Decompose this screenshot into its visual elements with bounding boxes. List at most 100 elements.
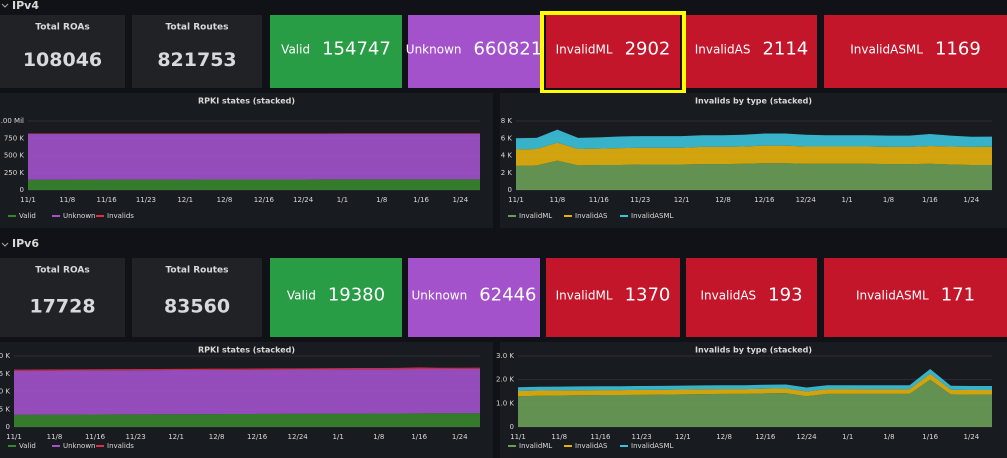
x-tick-label: 12/1 [177,196,193,204]
x-tick-label: 12/24 [796,196,817,204]
stat-panel [132,15,262,88]
x-tick-label: 1/8 [883,433,894,441]
stat-panel [686,15,817,88]
legend-label: InvalidML [519,212,552,220]
y-tick-label: 8 K [501,117,513,125]
stat-value: 1169 [935,39,981,60]
stat-panel [686,258,817,337]
x-tick-label: 12/1 [168,433,184,441]
x-tick-label: 12/16 [754,196,775,204]
stat-panel [546,15,680,88]
stat-value: 171 [941,285,975,306]
x-tick-label: 11/8 [550,196,566,204]
stat-label: InvalidASML [856,288,929,302]
y-tick-label: 750 K [4,134,25,142]
x-tick-label: 12/1 [675,433,691,441]
section-title[interactable]: IPv4 [12,0,39,12]
legend-label: Invalids [107,442,134,450]
stat-label: Total ROAs [35,23,89,33]
stat-value: 2902 [625,39,671,60]
stat-label: InvalidASML [850,42,923,56]
stat: Valid 19380 [287,285,385,306]
stat-label: Valid [287,288,316,302]
chart-title: Invalids by type (stacked) [695,97,812,106]
legend-label: Invalids [107,212,134,220]
x-tick-label: 11/1 [20,196,36,204]
x-tick-label: 1/16 [922,433,938,441]
area [14,368,480,415]
legend-label: InvalidASML [631,442,674,450]
area [518,379,992,427]
y-tick-label: 0 [20,186,24,194]
x-tick-label: 12/16 [755,433,776,441]
stat-panel [408,15,540,88]
x-tick-label: 11/16 [85,433,106,441]
y-tick-label: 3.0 K [496,352,514,360]
x-tick-label: 11/23 [136,196,156,204]
chart-title: RPKI states (stacked) [198,97,295,106]
stat-label: Valid [281,42,310,56]
stat-panel [132,258,262,337]
x-tick-label: 12/8 [715,196,731,204]
stat-label: InvalidML [556,288,613,302]
x-tick-label: 1/16 [411,433,427,441]
stat-value: 1370 [625,285,671,306]
collapse-icon[interactable] [1,3,9,8]
legend-label: Valid [19,212,36,220]
x-tick-label: 12/24 [288,433,309,441]
stat: Unknown 660821 [406,39,542,60]
y-tick-label: 0 [508,186,512,194]
stat-label: Unknown [406,42,462,56]
stat-panel [824,15,1007,88]
chart-title: RPKI states (stacked) [198,346,295,355]
stat-value: 19380 [328,285,385,306]
stat: InvalidAS 193 [700,285,802,306]
x-tick-label: 11/8 [47,433,63,441]
x-tick-label: 11/23 [632,433,652,441]
y-tick-label: 1.0 K [496,399,514,407]
x-tick-label: 11/1 [510,433,526,441]
x-tick-label: 12/8 [209,433,225,441]
stat-value: 83560 [164,295,230,317]
stat-panel [0,258,125,337]
x-tick-label: 1/8 [373,433,384,441]
legend-label: Unknown [63,442,96,450]
section-title[interactable]: IPv6 [12,237,39,250]
x-tick-label: 1/24 [452,433,468,441]
x-tick-label: 12/24 [796,433,817,441]
legend-label: Unknown [63,212,96,220]
x-tick-label: 11/23 [125,433,145,441]
stat: InvalidAS 2114 [695,39,809,60]
x-tick-label: 1/1 [841,196,852,204]
x-tick-label: 1/16 [922,196,938,204]
x-tick-label: 12/16 [254,196,275,204]
x-tick-label: 1/1 [333,433,344,441]
stat: InvalidASML 171 [856,285,975,306]
x-tick-label: 11/1 [6,433,22,441]
stat-panel [824,258,1007,337]
y-tick-label: 100 K [0,352,10,360]
stat-label: InvalidAS [695,42,751,56]
x-tick-label: 12/8 [716,433,732,441]
x-tick-label: 11/8 [59,196,75,204]
stat: InvalidML 1370 [556,285,671,306]
highlight-box [540,11,686,94]
legend-label: InvalidASML [631,212,674,220]
x-tick-label: 1/24 [964,433,980,441]
x-tick-label: 11/1 [508,196,524,204]
x-tick-label: 1/1 [842,433,853,441]
collapse-icon[interactable] [1,242,9,247]
x-tick-label: 1/24 [452,196,468,204]
stat-panel [546,258,680,337]
area [28,133,480,180]
stat: Unknown 62446 [412,285,537,306]
area [516,160,992,190]
stat: Valid 154747 [281,39,391,60]
area [28,133,480,134]
stat-label: Unknown [412,288,468,302]
stat-value: 108046 [23,49,102,71]
x-tick-label: 12/24 [293,196,314,204]
y-tick-label: 2.0 K [496,376,514,384]
y-tick-label: 4 K [501,152,513,160]
